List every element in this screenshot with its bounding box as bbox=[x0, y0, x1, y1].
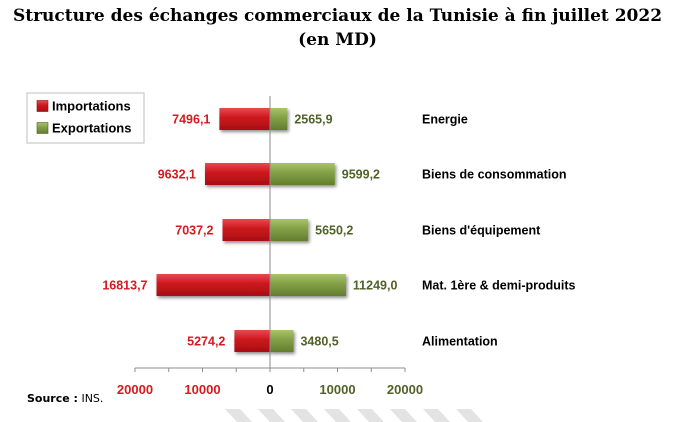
bar-import-1 bbox=[204, 163, 270, 185]
bars-group: 7496,1 2565,9 Energie 9632,1 9599,2 Biens de … bbox=[102, 108, 576, 352]
category-label-0: Energie bbox=[422, 113, 468, 127]
bar-export-0 bbox=[270, 108, 288, 130]
data-label-import-2: 7037,2 bbox=[175, 224, 213, 238]
chart-subtitle: (en MD) bbox=[298, 30, 377, 50]
data-label-import-0: 7496,1 bbox=[172, 113, 210, 127]
chart-title: Structure des échanges commerciaux de la… bbox=[0, 4, 675, 52]
chart-title-main: Structure des échanges commerciaux de la… bbox=[12, 6, 663, 26]
data-label-export-4: 3480,5 bbox=[300, 335, 338, 349]
x-tick-label: 10000 bbox=[184, 382, 220, 397]
bar-export-2 bbox=[270, 219, 309, 241]
bar-import-3 bbox=[156, 274, 270, 296]
source-value: INS. bbox=[81, 392, 104, 405]
data-label-import-1: 9632,1 bbox=[158, 168, 196, 182]
data-label-import-3: 16813,7 bbox=[102, 279, 147, 293]
category-label-4: Alimentation bbox=[422, 335, 498, 349]
source-label: Source : bbox=[27, 392, 78, 405]
legend-swatch-1 bbox=[36, 122, 49, 134]
data-label-export-2: 5650,2 bbox=[315, 224, 353, 238]
legend-label-1: Exportations bbox=[52, 121, 131, 136]
bar-export-1 bbox=[270, 163, 335, 185]
bar-import-2 bbox=[222, 219, 270, 241]
x-tick-label: 10000 bbox=[319, 382, 355, 397]
data-label-export-3: 11249,0 bbox=[353, 279, 398, 293]
legend-swatch-0 bbox=[36, 100, 49, 112]
source-note: Source : INS. bbox=[27, 392, 103, 405]
x-axis: 20000 10000 0 10000 20000 bbox=[117, 96, 423, 397]
x-tick-label: 20000 bbox=[117, 382, 153, 397]
data-label-import-4: 5274,2 bbox=[187, 335, 225, 349]
legend-label-0: Importations bbox=[52, 99, 131, 114]
bar-export-3 bbox=[270, 274, 346, 296]
bar-export-4 bbox=[270, 330, 294, 352]
x-tick-label: 0 bbox=[266, 382, 273, 397]
legend: Importations Exportations bbox=[26, 92, 145, 144]
category-label-2: Biens d'équipement bbox=[422, 224, 541, 238]
bar-import-4 bbox=[234, 330, 270, 352]
x-tick-label: 20000 bbox=[387, 382, 423, 397]
data-label-export-1: 9599,2 bbox=[342, 168, 380, 182]
category-label-1: Biens de consommation bbox=[422, 168, 566, 182]
data-label-export-0: 2565,9 bbox=[294, 113, 332, 127]
category-label-3: Mat. 1ère & demi-produits bbox=[422, 279, 576, 293]
bar-import-0 bbox=[219, 108, 270, 130]
